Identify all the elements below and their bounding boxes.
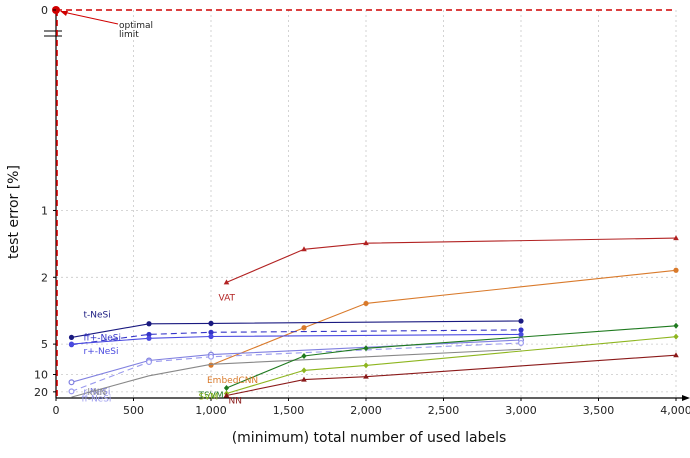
y-tick-label-1: 1 bbox=[41, 204, 48, 217]
y-tick-label-0: 0 bbox=[41, 4, 48, 17]
x-tick-label-2: 1,000 bbox=[195, 404, 227, 417]
series-nn-marker-3 bbox=[673, 352, 679, 358]
series-embedcnn bbox=[208, 267, 679, 368]
series-tsvm-marker-1 bbox=[301, 353, 307, 360]
series-svm-line bbox=[226, 336, 677, 395]
x-axis-title: (minimum) total number of used labels bbox=[232, 430, 507, 446]
series-t-nesi-marker-0 bbox=[68, 334, 75, 340]
series-rplus-nesi bbox=[68, 331, 524, 347]
series-tsvm-line bbox=[226, 325, 677, 389]
x-tick-label-0: 0 bbox=[53, 404, 60, 417]
series-t-nesi-marker-2 bbox=[208, 320, 214, 326]
series-nn-marker-2 bbox=[363, 373, 369, 379]
optimal-limit-label-line1: optimal bbox=[119, 21, 153, 31]
series-embedcnn-marker-1 bbox=[301, 325, 307, 331]
series-rplus-nesi-line bbox=[71, 333, 522, 345]
series-tsvm bbox=[223, 322, 679, 392]
x-tick-label-1: 500 bbox=[123, 404, 144, 417]
series-knn bbox=[71, 348, 522, 398]
series-label-tsvm: TSVM bbox=[198, 391, 224, 401]
series-nn-marker-1 bbox=[301, 376, 307, 382]
series-embedcnn-marker-3 bbox=[673, 267, 679, 273]
series-ff-nesi bbox=[68, 339, 524, 395]
series-ff-nesi-marker-1 bbox=[146, 359, 153, 366]
series-label-ffplus-nesi: ff+-NeSi bbox=[84, 334, 121, 344]
series-label-r-nesi: r-NeSi bbox=[84, 387, 111, 397]
series-r-nesi bbox=[68, 336, 524, 386]
series-svm-marker-1 bbox=[301, 367, 307, 374]
series-tsvm-marker-3 bbox=[673, 322, 679, 329]
series-r-nesi-line bbox=[71, 339, 522, 383]
series-rplus-nesi-marker-1 bbox=[146, 335, 152, 341]
series-label-embedcnn: EmbedCNN bbox=[207, 376, 258, 386]
series-vat-marker-0 bbox=[223, 279, 230, 285]
series-group bbox=[68, 235, 679, 398]
series-label-t-nesi: t-NeSi bbox=[84, 310, 111, 320]
series-nn-line bbox=[226, 354, 677, 397]
series-labels: VAT EmbedCNN t-NeSi ff+-NeSi r+-NeSi r-NeSiff… bbox=[82, 293, 259, 406]
tick-labels: 0 500 1,000 1,500 2,000 2,500 3,000 3,500 4,000 0… bbox=[34, 4, 690, 417]
series-label-ff-nesi: ff-NeSi bbox=[82, 394, 112, 404]
series-label-nn: NN bbox=[229, 397, 242, 407]
series-ffplus-nesi-line bbox=[71, 329, 522, 346]
series-vat bbox=[223, 235, 679, 285]
series-rplus-nesi-marker-3 bbox=[518, 331, 524, 338]
optimal-limit-arrow bbox=[62, 11, 119, 25]
series-nn bbox=[223, 352, 679, 398]
series-embedcnn-line bbox=[210, 269, 677, 366]
series-rplus-nesi-marker-0 bbox=[68, 341, 75, 347]
x-tick-label-4: 2,000 bbox=[350, 404, 382, 417]
series-t-nesi-marker-3 bbox=[518, 318, 524, 324]
series-knn-line bbox=[71, 348, 522, 398]
series-tsvm-marker-2 bbox=[363, 345, 369, 352]
series-ff-nesi-marker-0 bbox=[68, 388, 75, 395]
x-tick-label-7: 3,500 bbox=[583, 404, 615, 417]
series-t-nesi-line bbox=[71, 320, 522, 338]
series-r-nesi-marker-0 bbox=[68, 379, 75, 386]
series-label-vat: VAT bbox=[219, 293, 236, 303]
y-tick-label-2: 2 bbox=[41, 271, 48, 284]
x-tick-label-6: 3,000 bbox=[505, 404, 537, 417]
series-svm-marker-2 bbox=[363, 362, 369, 369]
series-ff-nesi-marker-2 bbox=[208, 353, 215, 360]
series-ffplus-nesi-marker-3 bbox=[518, 327, 524, 333]
optimal-limit-label-line2: limit bbox=[119, 30, 139, 40]
optimal-limit-arrowhead bbox=[60, 11, 68, 16]
series-rplus-nesi-marker-2 bbox=[208, 333, 214, 340]
series-nn-marker-0 bbox=[223, 392, 230, 398]
series-svm-marker-3 bbox=[673, 333, 679, 340]
series-label-knn: kNN bbox=[88, 388, 107, 398]
x-tick-label-5: 2,500 bbox=[428, 404, 460, 417]
x-tick-label-8: 4,000 bbox=[660, 404, 690, 417]
y-tick-label-4: 10 bbox=[34, 368, 48, 381]
series-embedcnn-marker-2 bbox=[363, 300, 369, 307]
series-t-nesi-marker-1 bbox=[146, 321, 152, 327]
series-ffplus-nesi-marker-2 bbox=[208, 329, 214, 335]
y-tick-label-5: 20 bbox=[34, 386, 48, 399]
series-vat-marker-2 bbox=[363, 240, 369, 246]
x-tick-label-3: 1,500 bbox=[273, 404, 305, 417]
optimal-limit-annotation: optimal limit bbox=[60, 11, 153, 40]
y-axis-title: test error [%] bbox=[6, 165, 22, 259]
axes bbox=[44, 6, 690, 401]
series-ffplus-nesi-marker-1 bbox=[146, 331, 152, 338]
series-vat-marker-3 bbox=[673, 235, 679, 241]
x-axis-arrowhead bbox=[682, 395, 690, 401]
series-ff-nesi-marker-3 bbox=[517, 339, 524, 346]
series-tsvm-marker-0 bbox=[223, 385, 230, 392]
series-t-nesi bbox=[68, 318, 524, 340]
series-vat-line bbox=[226, 237, 677, 283]
series-vat-marker-1 bbox=[301, 246, 307, 252]
series-label-rplus-nesi: r+-NeSi bbox=[84, 347, 119, 357]
series-label-svm: SVM bbox=[199, 393, 219, 403]
y-tick-label-3: 5 bbox=[41, 338, 48, 351]
